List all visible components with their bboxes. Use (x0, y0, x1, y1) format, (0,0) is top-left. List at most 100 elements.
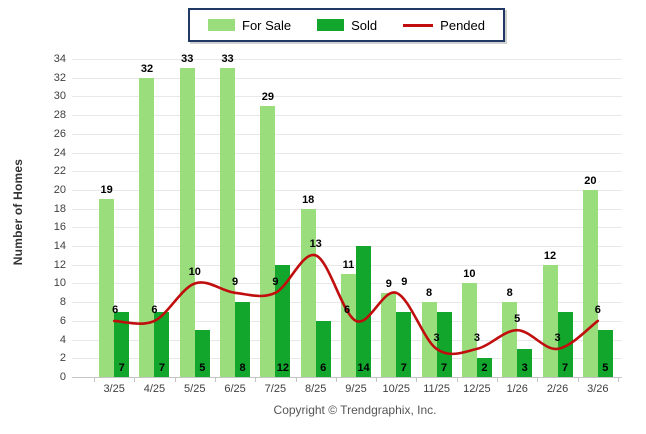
for-sale-value-label: 8 (506, 287, 513, 300)
y-tick-label: 24 (53, 146, 66, 159)
x-axis-tick (335, 378, 337, 382)
grid-line (72, 77, 622, 79)
sold-value-label: 7 (441, 362, 448, 374)
bar-sold (517, 348, 533, 377)
sold-value-label: 6 (320, 362, 327, 374)
x-axis-tick (376, 378, 378, 382)
legend-item-sold: Sold (317, 19, 377, 32)
sold-value-label: 2 (481, 362, 488, 374)
x-tick-label: 2/26 (546, 383, 569, 395)
for-sale-swatch-icon (208, 19, 235, 31)
x-tick-label: 3/26 (587, 383, 609, 395)
x-axis-tick (456, 378, 458, 382)
bar-sold (597, 330, 613, 377)
for-sale-value-label: 32 (140, 62, 154, 75)
bar-for-sale (99, 199, 115, 377)
pended-value-label: 6 (112, 303, 119, 316)
sold-value-label: 7 (158, 362, 166, 374)
for-sale-value-label: 12 (543, 249, 557, 262)
grid-line (72, 152, 622, 154)
x-tick-label: 5/25 (184, 383, 206, 395)
x-axis-tick (577, 378, 579, 382)
y-tick-label: 16 (53, 221, 66, 234)
bar-for-sale (582, 189, 598, 377)
pended-value-label: 9 (272, 275, 279, 288)
y-tick-label: 30 (53, 90, 66, 103)
bar-for-sale (220, 68, 236, 377)
copyright-text: Copyright © Trendgraphix, Inc. (273, 403, 437, 417)
sold-value-label: 5 (602, 362, 609, 374)
y-tick-label: 32 (53, 71, 66, 84)
y-tick-label: 0 (59, 371, 66, 383)
bar-for-sale (179, 68, 195, 377)
x-axis-tick (255, 378, 257, 382)
x-axis-tick (214, 378, 216, 382)
grid-line (72, 171, 622, 173)
x-tick-label: 10/25 (382, 383, 411, 395)
pended-value-label: 9 (232, 275, 239, 288)
x-axis-line (72, 377, 622, 378)
x-tick-label: 8/25 (304, 383, 327, 395)
for-sale-value-label: 10 (463, 268, 476, 281)
for-sale-value-label: 33 (221, 53, 234, 66)
for-sale-value-label: 11 (342, 259, 355, 272)
pended-value-label: 3 (433, 331, 440, 344)
grid-line (72, 189, 622, 191)
pended-value-label: 6 (343, 303, 351, 316)
pended-value-label: 3 (473, 331, 480, 344)
grid-line (72, 246, 622, 248)
x-tick-label: 7/25 (264, 383, 287, 395)
x-axis-tick (174, 378, 176, 382)
bar-for-sale (260, 105, 276, 377)
pended-line-icon (403, 23, 434, 27)
x-axis-tick (134, 378, 136, 382)
y-tick-label: 34 (53, 53, 66, 65)
bar-for-sale (542, 264, 558, 377)
grid-line (72, 115, 622, 117)
legend-label-pended: Pended (440, 17, 485, 33)
y-tick-label: 4 (59, 333, 66, 346)
x-axis-tick (497, 378, 499, 382)
pended-value-label: 9 (401, 275, 408, 288)
sold-value-label: 7 (400, 362, 407, 374)
x-tick-label: 6/25 (224, 383, 246, 395)
sold-value-label: 12 (276, 362, 289, 374)
grid-line (72, 96, 622, 98)
y-tick-label: 26 (53, 127, 66, 140)
x-axis-tick (416, 378, 418, 382)
sold-value-label: 8 (239, 362, 246, 374)
x-tick-label: 4/25 (143, 383, 166, 395)
grid-line (72, 133, 622, 135)
y-tick-label: 20 (53, 183, 66, 196)
y-tick-label: 8 (59, 296, 66, 309)
sold-value-label: 14 (357, 362, 370, 374)
grid-line (72, 59, 622, 60)
pended-value-label: 10 (188, 266, 201, 279)
y-tick-label: 12 (53, 258, 66, 271)
for-sale-value-label: 29 (261, 90, 274, 103)
x-tick-label: 3/25 (103, 383, 125, 395)
x-axis-tick (537, 378, 539, 382)
for-sale-value-label: 33 (181, 53, 194, 66)
for-sale-value-label: 20 (584, 174, 597, 187)
y-tick-label: 28 (53, 109, 66, 122)
y-tick-label: 14 (53, 240, 66, 253)
pended-value-label: 13 (309, 238, 322, 251)
sold-value-label: 7 (561, 362, 569, 374)
x-axis-tick (295, 378, 297, 382)
for-sale-value-label: 18 (302, 193, 315, 206)
sold-value-label: 5 (199, 362, 206, 374)
pended-value-label: 5 (514, 313, 521, 326)
y-tick-label: 2 (59, 352, 66, 365)
pended-value-label: 3 (554, 331, 561, 344)
x-tick-label: 9/25 (345, 383, 367, 395)
legend-label-for-sale: For Sale (242, 17, 292, 33)
y-tick-label: 22 (53, 165, 66, 178)
legend-item-pended: Pended (403, 19, 485, 32)
legend-item-for-sale: For Sale (208, 19, 291, 32)
legend-label-sold: Sold (351, 17, 378, 33)
pended-value-label: 6 (151, 303, 158, 316)
x-axis-tick (94, 378, 95, 382)
